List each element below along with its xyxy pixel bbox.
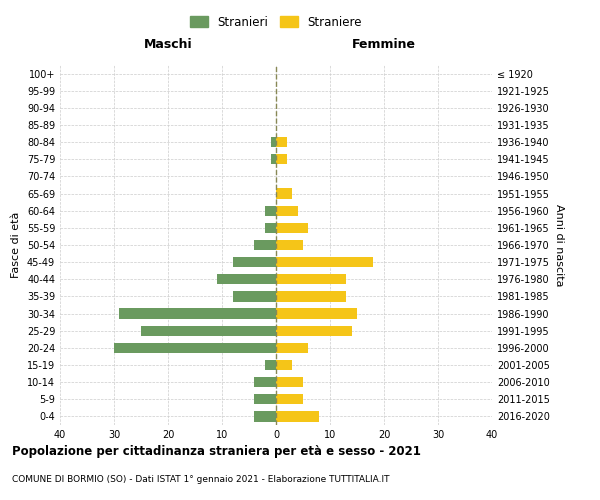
Bar: [254, 377, 276, 388]
Bar: [233, 292, 276, 302]
Text: Maschi: Maschi: [143, 38, 193, 52]
Bar: [271, 137, 276, 147]
Bar: [276, 412, 319, 422]
Bar: [141, 326, 276, 336]
Bar: [276, 326, 352, 336]
Bar: [276, 222, 308, 233]
Bar: [276, 377, 303, 388]
Legend: Stranieri, Straniere: Stranieri, Straniere: [185, 11, 367, 34]
Bar: [276, 394, 303, 404]
Y-axis label: Anni di nascita: Anni di nascita: [554, 204, 563, 286]
Bar: [119, 308, 276, 318]
Bar: [271, 154, 276, 164]
Bar: [276, 188, 292, 198]
Bar: [254, 240, 276, 250]
Bar: [114, 342, 276, 353]
Text: Popolazione per cittadinanza straniera per età e sesso - 2021: Popolazione per cittadinanza straniera p…: [12, 445, 421, 458]
Bar: [276, 360, 292, 370]
Bar: [276, 342, 308, 353]
Text: COMUNE DI BORMIO (SO) - Dati ISTAT 1° gennaio 2021 - Elaborazione TUTTITALIA.IT: COMUNE DI BORMIO (SO) - Dati ISTAT 1° ge…: [12, 475, 389, 484]
Bar: [217, 274, 276, 284]
Bar: [254, 412, 276, 422]
Bar: [276, 137, 287, 147]
Bar: [265, 206, 276, 216]
Bar: [254, 394, 276, 404]
Text: Femmine: Femmine: [352, 38, 416, 52]
Y-axis label: Fasce di età: Fasce di età: [11, 212, 21, 278]
Bar: [276, 206, 298, 216]
Bar: [276, 154, 287, 164]
Bar: [276, 240, 303, 250]
Bar: [276, 257, 373, 268]
Bar: [265, 222, 276, 233]
Bar: [276, 274, 346, 284]
Bar: [233, 257, 276, 268]
Bar: [265, 360, 276, 370]
Bar: [276, 308, 357, 318]
Bar: [276, 292, 346, 302]
